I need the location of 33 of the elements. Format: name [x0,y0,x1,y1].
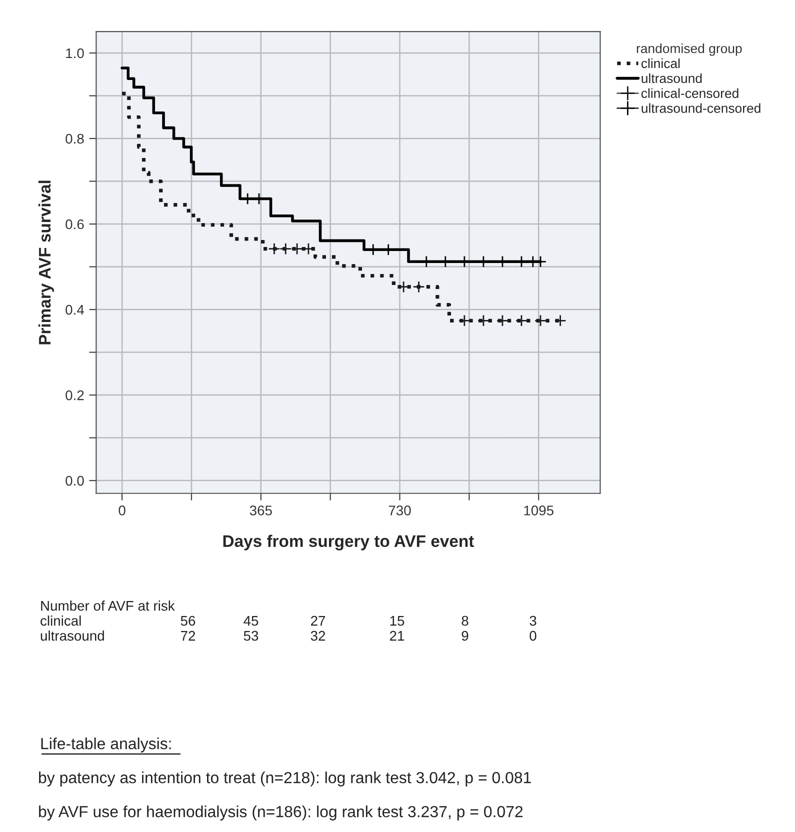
legend-title: randomised group [636,43,742,56]
x-tick-label: 365 [250,506,272,516]
point [477,314,490,327]
text: ultrasound 72 53 32 21 9 0 [40,630,536,641]
point [496,314,509,327]
point [412,280,425,293]
y-tick-label: 0.2 [66,390,84,400]
y-tick-label: 0.8 [66,134,84,144]
legend-label: clinical [641,58,680,68]
y-tick-label: 1.0 [66,48,84,58]
text: Number of AVF at risk [41,600,175,611]
text: by AVF use for haemodialysis (n=186): log rank test 3.237, p = 0.072 [39,806,523,820]
y-axis-title: Primary AVF survival [38,180,54,344]
x-tick-label: 730 [388,506,411,516]
point [280,242,292,255]
text: clinical 56 45 27 15 8 3 [40,616,536,626]
point [534,314,547,327]
legend-label: ultrasound-censored [642,103,760,113]
text: by patency as intention to treat (n=218): log rank test 3.042, p = 0.081 [39,772,531,786]
y-tick-label: 0.4 [66,304,84,315]
x-tick-label: 1095 [524,506,554,516]
x-axis-title: Days from surgery to AVF event [223,534,474,550]
x-tick-label: 0 [118,506,126,516]
y-tick-label: 0.0 [66,476,84,486]
text: Life-table analysis: [41,738,171,752]
legend-label: ultrasound [642,73,702,84]
y-tick-label: 0.6 [66,219,84,230]
legend-label: clinical-censored [641,88,738,98]
point [515,314,528,327]
point [290,242,304,255]
point [458,314,470,327]
point [554,314,566,327]
point [268,242,280,255]
